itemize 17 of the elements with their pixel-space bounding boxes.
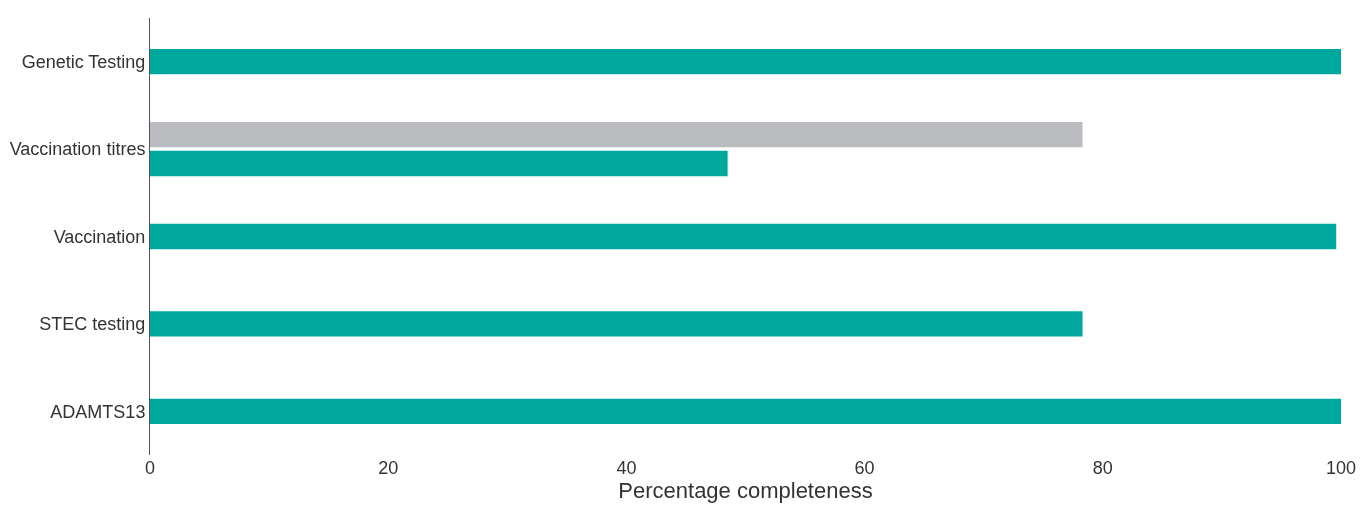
x-axis-title: Percentage completeness	[618, 478, 873, 503]
x-tick-label: 100	[1325, 458, 1357, 478]
x-tick-label: 60	[854, 458, 875, 478]
bar	[150, 122, 1083, 148]
y-tick-label: STEC testing	[39, 314, 146, 335]
x-tick-label: 80	[1092, 458, 1113, 478]
bar	[150, 311, 1083, 337]
y-tick-label: Genetic Testing	[21, 52, 146, 72]
y-tick-label: Vaccination titres	[9, 139, 146, 160]
bar	[150, 49, 1341, 75]
x-tick-label: 40	[616, 458, 637, 478]
x-tick-label: 20	[378, 458, 399, 478]
y-tick-label: Vaccination	[53, 226, 146, 247]
bar	[150, 398, 1341, 424]
bar	[150, 223, 1337, 250]
x-tick-label: 0	[144, 458, 156, 478]
y-tick-label: ADAMTS13	[50, 401, 146, 422]
